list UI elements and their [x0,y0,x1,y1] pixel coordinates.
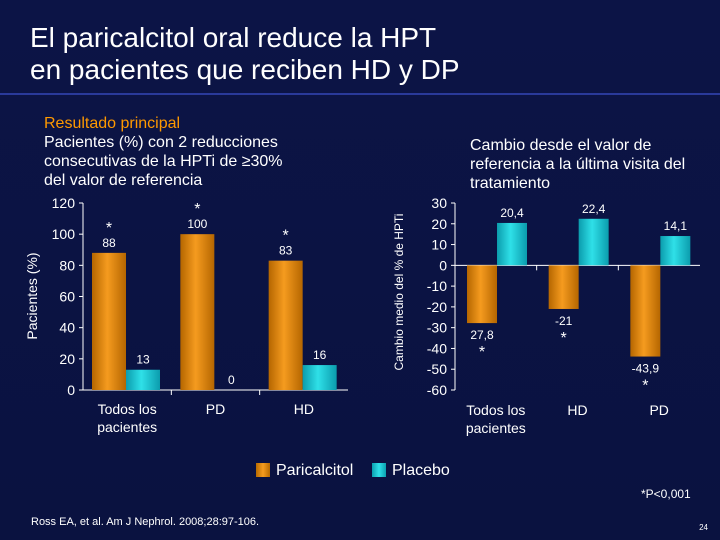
legend-paricalcitol: Paricalcitol [256,462,353,480]
chart2-y-tick-label: 0 [439,257,447,273]
chart1-data-label: 100 [187,217,207,231]
chart1-bar-paricalcitol [92,252,126,390]
chart2-y-tick-label: -50 [427,361,447,377]
chart2-category-label: HD [567,402,587,418]
chart1-y-tick-label: 0 [67,382,75,398]
chart2-category-label: PD [649,402,668,418]
right-heading-line-1: Cambio desde el valor de [470,137,652,154]
chart1-data-label: 0 [228,373,235,387]
chart2-significance-star: * [561,330,567,347]
left-heading-line-1: Pacientes (%) con 2 reducciones [44,134,278,151]
legend-swatch-placebo [372,463,386,477]
chart2-data-label: 27,8 [470,328,494,342]
chart2-bar-paricalcitol [548,265,579,309]
legend-label-placebo: Placebo [392,462,450,479]
chart1-significance-star: * [283,228,289,245]
chart2-y-tick-label: 20 [431,216,447,232]
chart1-category-label: PD [206,401,225,417]
chart2-bar-placebo [497,222,527,266]
page-number: 24 [699,523,708,532]
chart2-y-axis-label: Cambio medio del % de HPTi [392,214,406,371]
title-divider [0,93,720,95]
left-panel-heading: Resultado principal Pacientes (%) con 2 … [44,114,283,190]
chart1-data-label: 88 [102,236,116,250]
chart1-data-label: 16 [313,348,327,362]
chart1-category-label: HD [294,401,314,417]
chart2-y-tick-label: -60 [427,382,447,398]
chart2-significance-star: * [479,344,485,361]
chart1-significance-star: * [106,220,112,237]
chart1-category-label: pacientes [97,419,157,435]
chart2-y-tick-label: -40 [427,340,447,356]
chart2-y-tick-label: -10 [427,278,447,294]
chart1-bar-placebo [126,369,160,390]
chart1-data-label: 83 [279,244,293,258]
chart2-data-label: 20,4 [500,206,524,220]
chart2-y-tick-label: 10 [431,237,447,253]
chart1-category-label: Todos los [98,401,157,417]
legend-swatch-paricalcitol [256,463,270,477]
chart2-bar-paricalcitol [630,265,661,357]
chart2-y-tick-label: -20 [427,299,447,315]
chart2-category-label: Todos los [466,402,525,418]
chart2-bar-placebo [660,236,691,266]
chart1-y-tick-label: 100 [52,226,76,242]
chart1-data-label: 13 [136,353,150,367]
right-heading-line-3: tratamiento [470,175,551,192]
chart1-bar-paricalcitol [268,260,303,390]
legend-label-paricalcitol: Paricalcitol [276,462,354,479]
title-line-2: en pacientes que reciben HD y DP [30,54,460,85]
left-heading-accent: Resultado principal [44,115,181,132]
chart2-data-label: 14,1 [664,219,688,233]
chart1-y-tick-label: 120 [52,195,76,211]
chart2-category-label: pacientes [466,420,526,436]
chart1-y-tick-label: 60 [59,289,75,305]
chart1-bar-paricalcitol [180,234,215,390]
chart1-significance-star: * [194,201,200,218]
chart2-y-tick-label: 30 [431,195,447,211]
reference-citation: Ross EA, et al. Am J Nephrol. 2008;28:97… [31,516,260,528]
chart2-bar-paricalcitol [467,265,497,324]
title-line-1: El paricalcitol oral reduce la HPT [30,22,437,53]
right-heading-line-2: referencia a la última visita del [470,156,686,173]
chart1-y-tick-label: 80 [59,257,75,273]
chart2-data-label: 22,4 [582,202,606,216]
chart2-y-tick-label: -30 [427,320,447,336]
chart1-bar-placebo [302,365,337,390]
chart2-data-label: -43,9 [632,362,660,376]
chart2-data-label: -21 [555,314,573,328]
chart2-significance-star: * [642,378,648,395]
right-panel-heading: Cambio desde el valor de referencia a la… [470,136,685,193]
chart1-y-tick-label: 40 [59,320,75,336]
chart1-y-tick-label: 20 [59,351,75,367]
left-heading-line-2: consecutivas de la HPTi de ≥30% [44,153,283,170]
legend-placebo: Placebo [372,462,450,480]
left-heading-line-3: del valor de referencia [44,172,203,189]
significance-footnote: *P<0,001 [641,487,691,501]
chart1-y-axis-label: Pacientes (%) [24,252,40,339]
chart2-bar-placebo [578,218,609,266]
slide-title: El paricalcitol oral reduce la HPT en pa… [30,22,460,86]
